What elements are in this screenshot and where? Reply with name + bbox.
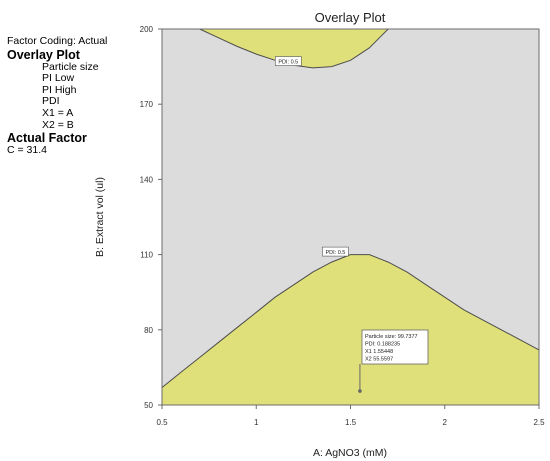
- contour-labels: PDI: 0.5 PDI: 0.5: [274, 56, 349, 257]
- overlay-item-pi-low: PI Low: [42, 72, 75, 85]
- y-axis-title: B: Extract vol (ul): [94, 177, 106, 257]
- actual-factor-heading: Actual Factor: [7, 131, 87, 146]
- actual-factor-value: C = 31.4: [7, 144, 47, 157]
- overlay-item-particle-size: Particle size: [42, 60, 99, 73]
- x-tick-label: 2: [443, 418, 448, 427]
- y-axis-ticks: 50 80 110 140 170 200: [140, 25, 162, 410]
- overlay-plot-heading: Overlay Plot: [7, 47, 80, 62]
- contour-line-1: [161, 254, 540, 388]
- y-tick-label: 170: [140, 100, 154, 109]
- contour-label-text: PDI: 0.5: [325, 250, 345, 256]
- chart-title: Overlay Plot: [315, 10, 386, 25]
- contour-label-box: [274, 56, 302, 66]
- flag-point: [358, 389, 362, 393]
- legend-panel: Factor Coding: Actual Overlay Plot Parti…: [7, 35, 157, 157]
- factor-coding-label: Factor Coding: Actual: [7, 35, 108, 47]
- flag-box: [361, 329, 429, 365]
- flag-line: Particle size: 99.7377: [365, 334, 418, 340]
- overlay-item-pdi: PDI: [42, 95, 60, 108]
- feasible-regions: [161, 28, 540, 405]
- x-axis-title: A: AgNO3 (mM): [313, 447, 387, 459]
- x-tick-label: 1: [254, 418, 259, 427]
- x-tick-label: 1.5: [345, 418, 357, 427]
- feasible-region-1: [162, 254, 539, 405]
- y-tick-label: 80: [144, 326, 153, 335]
- y-tick-label: 110: [140, 251, 153, 260]
- overlay-item-pi-high: PI High: [42, 83, 77, 96]
- x-tick-label: 2.5: [533, 418, 545, 427]
- contour-label: PDI: 0.5: [322, 246, 349, 257]
- contour-label-text: PDI: 0.5: [278, 60, 298, 66]
- x-axis-ticks: 0.5 1 1.5 2 2.5: [156, 405, 545, 427]
- overlay-item-x1: X1 = A: [42, 106, 74, 119]
- x-tick-label: 0.5: [156, 418, 168, 427]
- flag-line: PDI: 0.188235: [365, 342, 400, 348]
- y-tick-label: 140: [140, 175, 154, 184]
- flag-line: X2 55.5597: [365, 357, 393, 363]
- y-tick-label: 50: [144, 401, 153, 410]
- overlay-item-x2: X2 = B: [42, 118, 74, 131]
- flag-line: X1 1.55448: [365, 349, 393, 355]
- y-tick-label: 200: [140, 25, 154, 34]
- contour-label-box: [322, 246, 349, 257]
- feasible-region-2: [199, 29, 389, 68]
- contour-label: PDI: 0.5: [274, 56, 302, 66]
